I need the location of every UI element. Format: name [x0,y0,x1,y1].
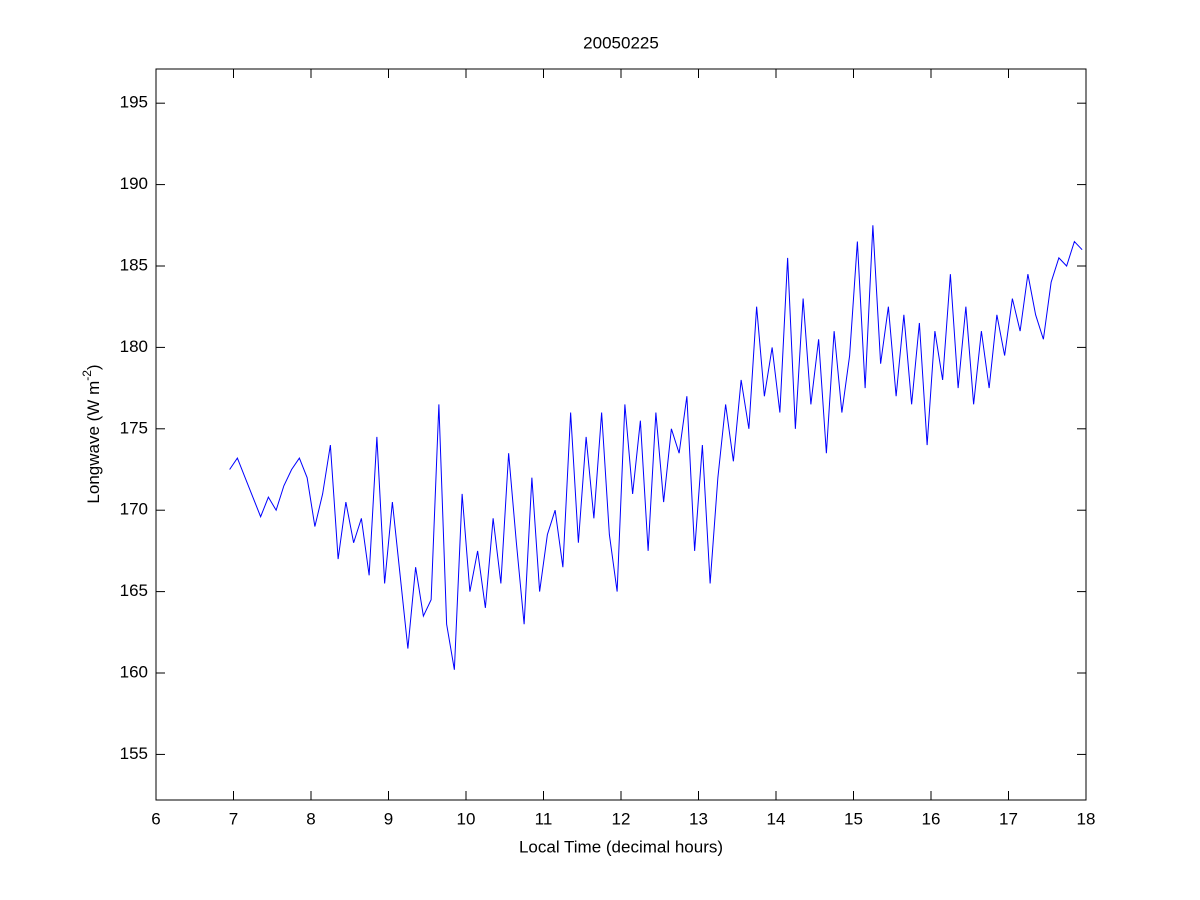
x-axis-label: Local Time (decimal hours) [519,837,723,856]
x-tick-label: 14 [767,809,786,828]
y-label-superscript: -2 [80,370,94,381]
x-tick-label: 17 [999,809,1018,828]
x-tick-label: 11 [535,809,553,828]
y-tick-label: 180 [120,337,148,356]
y-tick-label: 175 [120,418,148,437]
chart-title: 20050225 [583,33,659,52]
y-tick-label: 185 [120,255,148,274]
y-tick-label: 195 [120,93,148,112]
x-tick-label: 10 [457,809,476,828]
x-tick-label: 12 [612,809,631,828]
x-tick-label: 9 [384,809,393,828]
y-label-text: Longwave (W m [84,381,103,504]
x-tick-label: 6 [151,809,160,828]
y-tick-label: 170 [120,500,148,519]
data-line [229,225,1083,670]
y-tick-label: 160 [120,662,148,681]
y-label-close: ) [84,364,103,370]
y-tick-label: 190 [120,174,148,193]
x-tick-label: 13 [689,809,708,828]
y-axis-label: Longwave (W m-2) [80,364,103,503]
x-tick-label: 15 [844,809,863,828]
x-tick-label: 16 [922,809,941,828]
x-tick-label: 18 [1077,809,1096,828]
x-tick-label: 7 [229,809,238,828]
x-tick-label: 8 [306,809,315,828]
y-tick-label: 155 [120,744,148,763]
y-tick-label: 165 [120,581,148,600]
